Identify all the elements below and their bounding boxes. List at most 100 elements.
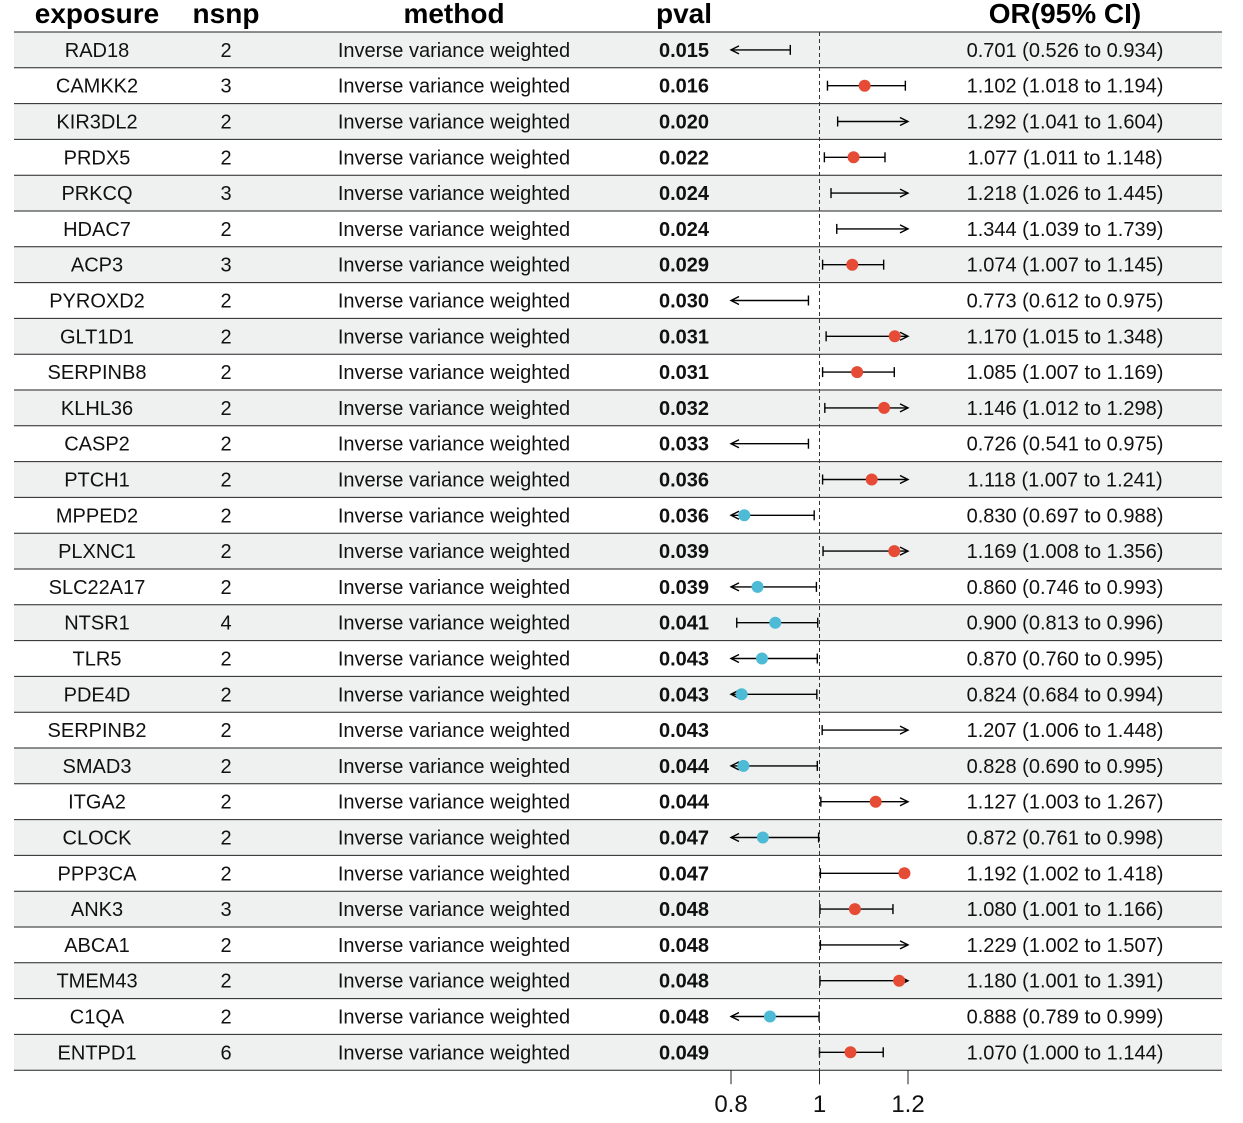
cell-pval: 0.024 bbox=[659, 183, 710, 205]
point-estimate bbox=[751, 580, 764, 593]
cell-nsnp: 2 bbox=[220, 792, 231, 814]
cell-nsnp: 2 bbox=[220, 112, 231, 134]
row-stripe bbox=[14, 819, 1222, 856]
row-stripe bbox=[14, 533, 1222, 569]
cell-exposure: CASP2 bbox=[64, 434, 130, 456]
cell-nsnp: 2 bbox=[220, 577, 231, 599]
cell-exposure: ABCA1 bbox=[64, 935, 130, 957]
cell-exposure: PRKCQ bbox=[61, 183, 132, 205]
cell-pval: 0.032 bbox=[659, 398, 709, 420]
cell-exposure: TMEM43 bbox=[56, 971, 137, 993]
point-estimate bbox=[755, 652, 768, 665]
cell-exposure: MPPED2 bbox=[56, 505, 138, 527]
row-stripe bbox=[14, 32, 1222, 68]
ci-arrow-left bbox=[729, 45, 740, 55]
point-estimate bbox=[888, 545, 901, 558]
row-stripe bbox=[14, 604, 1222, 641]
cell-exposure: GLT1D1 bbox=[60, 326, 134, 348]
point-estimate bbox=[769, 616, 782, 629]
cell-pval: 0.041 bbox=[659, 613, 709, 635]
row-stripe bbox=[14, 891, 1222, 927]
cell-or-ci: 1.070 (1.000 to 1.144) bbox=[967, 1042, 1164, 1064]
cell-pval: 0.049 bbox=[659, 1042, 709, 1064]
row-stripe bbox=[14, 318, 1222, 355]
cell-pval: 0.029 bbox=[659, 255, 709, 277]
cell-pval: 0.048 bbox=[659, 935, 709, 957]
cell-pval: 0.039 bbox=[659, 541, 709, 563]
cell-pval: 0.016 bbox=[659, 76, 709, 98]
cell-pval: 0.020 bbox=[659, 112, 709, 134]
cell-exposure: PPP3CA bbox=[58, 863, 138, 885]
point-estimate bbox=[893, 974, 906, 987]
cell-method: Inverse variance weighted bbox=[338, 863, 570, 885]
cell-nsnp: 2 bbox=[220, 935, 231, 957]
cell-pval: 0.022 bbox=[659, 147, 709, 169]
cell-exposure: PYROXD2 bbox=[49, 291, 145, 313]
row-stripe bbox=[14, 962, 1222, 999]
cell-nsnp: 3 bbox=[220, 76, 231, 98]
cell-exposure: PTCH1 bbox=[64, 470, 130, 492]
header-or-ci: OR(95% CI) bbox=[989, 0, 1141, 29]
cell-exposure: SMAD3 bbox=[63, 756, 132, 778]
point-estimate bbox=[858, 79, 871, 92]
point-estimate bbox=[878, 401, 891, 414]
cell-or-ci: 1.118 (1.007 to 1.241) bbox=[967, 470, 1162, 492]
cell-nsnp: 2 bbox=[220, 684, 231, 706]
cell-pval: 0.048 bbox=[659, 971, 709, 993]
cell-method: Inverse variance weighted bbox=[338, 255, 570, 277]
cell-method: Inverse variance weighted bbox=[338, 613, 570, 635]
row-stripe bbox=[14, 676, 1222, 713]
cell-or-ci: 0.900 (0.813 to 0.996) bbox=[967, 613, 1164, 635]
cell-exposure: PLXNC1 bbox=[58, 541, 136, 563]
cell-or-ci: 1.344 (1.039 to 1.739) bbox=[967, 219, 1164, 241]
cell-pval: 0.039 bbox=[659, 577, 709, 599]
cell-or-ci: 1.192 (1.002 to 1.418) bbox=[967, 863, 1164, 885]
ci-arrow-left bbox=[729, 439, 740, 449]
point-estimate bbox=[851, 366, 864, 379]
row-stripe bbox=[14, 175, 1222, 211]
cell-method: Inverse variance weighted bbox=[338, 434, 570, 456]
cell-nsnp: 2 bbox=[220, 326, 231, 348]
cell-or-ci: 1.207 (1.006 to 1.448) bbox=[967, 720, 1164, 742]
cell-method: Inverse variance weighted bbox=[338, 899, 570, 921]
cell-or-ci: 0.872 (0.761 to 0.998) bbox=[967, 828, 1164, 850]
ci-arrow-right bbox=[899, 940, 910, 950]
cell-exposure: TLR5 bbox=[73, 649, 122, 671]
cell-nsnp: 2 bbox=[220, 720, 231, 742]
cell-or-ci: 1.229 (1.002 to 1.507) bbox=[967, 935, 1164, 957]
cell-or-ci: 0.888 (0.789 to 0.999) bbox=[967, 1007, 1164, 1029]
cell-or-ci: 1.180 (1.001 to 1.391) bbox=[967, 971, 1164, 993]
ci-arrow-right bbox=[899, 331, 910, 341]
cell-method: Inverse variance weighted bbox=[338, 398, 570, 420]
cell-exposure: ITGA2 bbox=[68, 792, 126, 814]
cell-nsnp: 4 bbox=[220, 613, 231, 635]
cell-method: Inverse variance weighted bbox=[338, 720, 570, 742]
cell-nsnp: 3 bbox=[220, 899, 231, 921]
ci-arrow-left bbox=[729, 832, 740, 843]
cell-exposure: C1QA bbox=[70, 1007, 125, 1029]
cell-or-ci: 1.077 (1.011 to 1.148) bbox=[967, 147, 1162, 169]
cell-nsnp: 2 bbox=[220, 541, 231, 563]
row-stripe bbox=[14, 103, 1222, 140]
cell-or-ci: 0.701 (0.526 to 0.934) bbox=[967, 40, 1164, 62]
ci-arrow-right bbox=[899, 188, 910, 198]
cell-method: Inverse variance weighted bbox=[338, 792, 570, 814]
cell-exposure: SLC22A17 bbox=[49, 577, 146, 599]
ci-arrow-right bbox=[899, 403, 910, 413]
cell-or-ci: 1.169 (1.008 to 1.356) bbox=[967, 541, 1164, 563]
cell-nsnp: 2 bbox=[220, 291, 231, 313]
cell-nsnp: 2 bbox=[220, 40, 231, 62]
cell-exposure: PRDX5 bbox=[64, 147, 131, 169]
row-stripe bbox=[14, 1034, 1222, 1071]
cell-or-ci: 1.146 (1.012 to 1.298) bbox=[967, 398, 1164, 420]
cell-or-ci: 1.292 (1.041 to 1.604) bbox=[967, 112, 1164, 134]
cell-or-ci: 0.726 (0.541 to 0.975) bbox=[967, 434, 1164, 456]
ci-arrow-right bbox=[899, 725, 910, 735]
cell-nsnp: 2 bbox=[220, 147, 231, 169]
cell-or-ci: 0.773 (0.612 to 0.975) bbox=[967, 291, 1164, 313]
cell-or-ci: 1.102 (1.018 to 1.194) bbox=[967, 76, 1164, 98]
cell-method: Inverse variance weighted bbox=[338, 756, 570, 778]
point-estimate bbox=[844, 1046, 857, 1059]
row-stripe bbox=[14, 461, 1222, 498]
